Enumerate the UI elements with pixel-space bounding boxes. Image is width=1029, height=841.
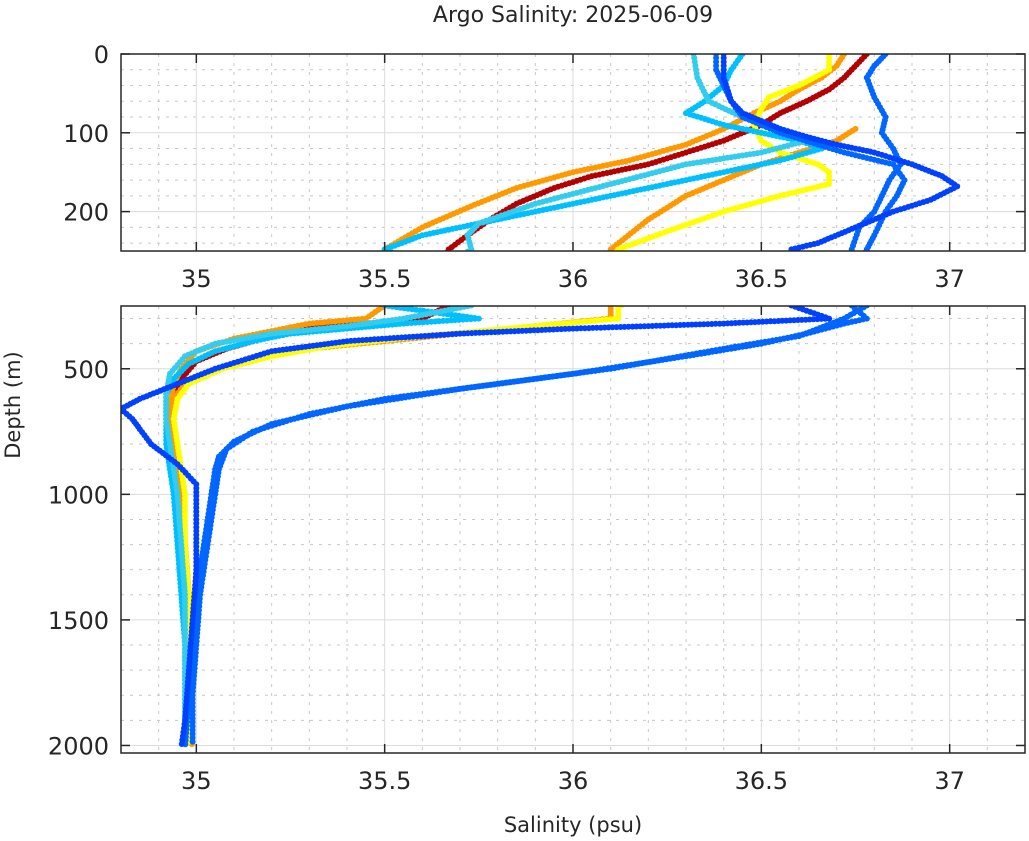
x-tick-label: 35 — [181, 265, 212, 293]
y-tick-label: 200 — [63, 199, 109, 227]
y-tick-label: 1500 — [48, 607, 109, 635]
x-tick-label: 37 — [934, 265, 965, 293]
x-tick-label: 36 — [558, 767, 589, 795]
data-point — [615, 246, 622, 251]
y-axis-label: Depth (m) — [1, 351, 25, 458]
x-tick-label: 36 — [558, 265, 589, 293]
data-point — [393, 251, 399, 257]
y-tick-label: 500 — [63, 356, 109, 384]
series-profile-blue-b — [189, 306, 870, 745]
data-point — [178, 741, 185, 747]
data-layer — [380, 54, 961, 257]
data-layer — [121, 306, 870, 748]
x-tick-label: 37 — [934, 767, 965, 795]
x-axis-label: Salinity (psu) — [504, 813, 642, 837]
series-profile-yellow — [615, 54, 833, 251]
series-profile-blue-c — [720, 54, 961, 251]
x-tick-label: 35 — [181, 767, 212, 795]
y-tick-label: 1000 — [48, 481, 109, 509]
x-tick-label: 36.5 — [735, 265, 788, 293]
y-tick-label: 100 — [63, 120, 109, 148]
y-tick-label: 2000 — [48, 732, 109, 760]
x-tick-label: 35.5 — [358, 767, 411, 795]
upper-panel: 35 35.5 36 36.5 37 0 100 200 — [63, 41, 1026, 293]
data-point — [848, 246, 855, 251]
y-tick-label: 0 — [94, 41, 109, 69]
x-tick-label: 35.5 — [358, 265, 411, 293]
series-profile-blue-c — [121, 306, 833, 747]
data-point — [189, 738, 196, 745]
chart-title: Argo Salinity: 2025-06-09 — [433, 3, 713, 28]
lower-panel: 35 35.5 36 36.5 37 500 1000 1500 2000 — [48, 305, 1026, 795]
x-tick-label: 36.5 — [735, 767, 788, 795]
data-point — [607, 246, 614, 251]
series-profile-lightblue-a — [381, 54, 825, 257]
